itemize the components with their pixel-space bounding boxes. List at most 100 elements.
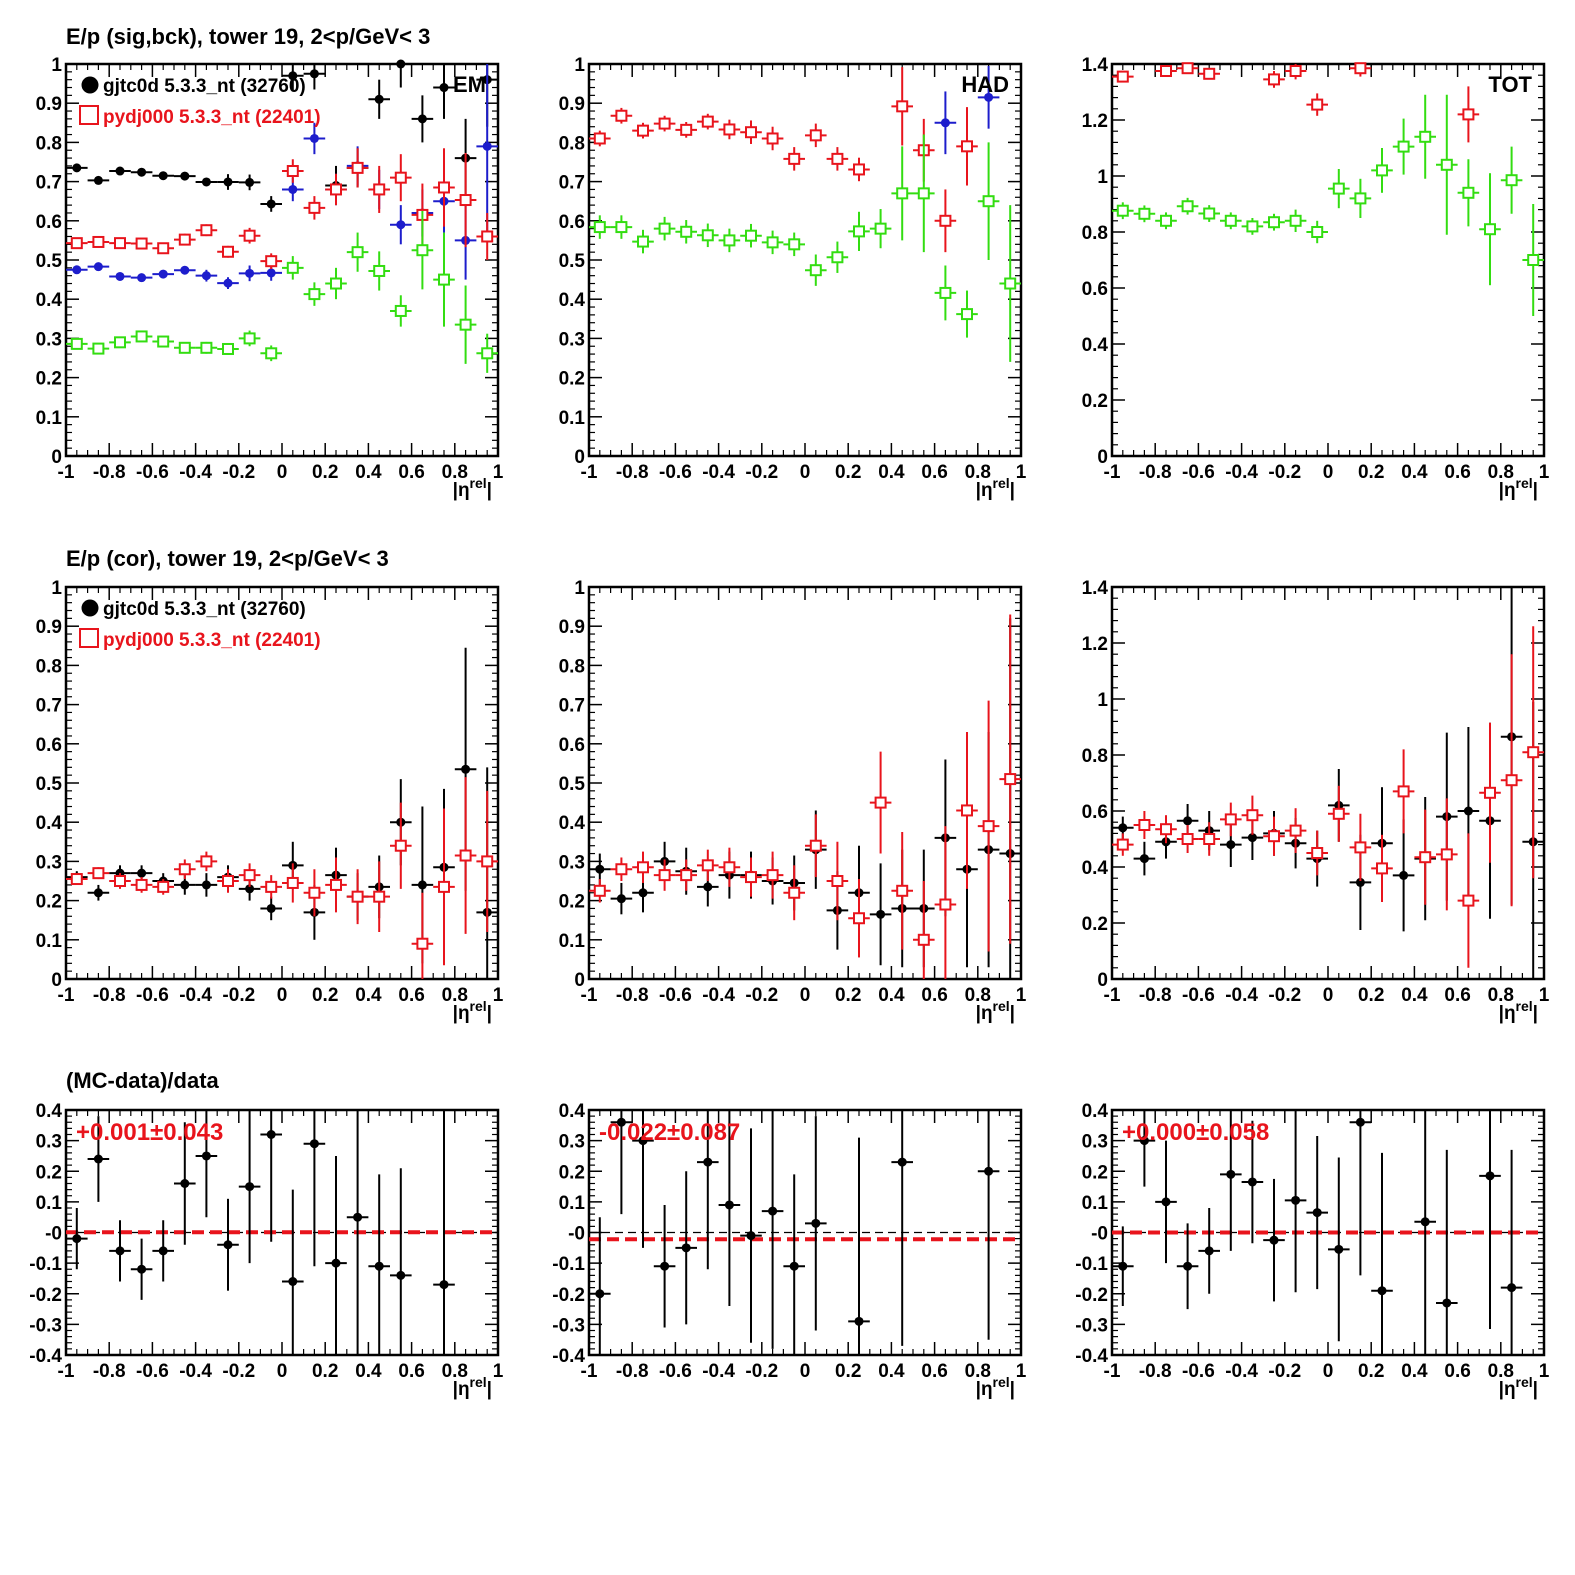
data-point [718,847,741,887]
x-tick-label: -0.8 [1139,985,1172,1006]
x-tick-label: -0.4 [1225,462,1258,483]
data-point [653,216,676,241]
data-point [805,814,827,878]
data-point [174,233,196,246]
open-marker [723,861,736,874]
y-tick-label: 0.2 [559,369,585,390]
y-tick-label: 0 [574,970,585,991]
data-point [1220,802,1242,837]
filled-marker [72,163,82,173]
filled-marker [1507,1283,1517,1293]
x-tick-label: 1 [493,462,504,483]
open-marker [615,109,628,122]
open-marker [961,140,973,153]
open-marker [394,171,407,184]
data-point [1263,71,1285,88]
data-point [805,254,827,286]
data-point [1263,816,1285,856]
filled-marker [1334,1244,1344,1254]
x-axis-label: |ηrel| [453,998,492,1024]
data-point [454,285,477,364]
filled-marker [115,166,125,176]
open-marker [70,337,83,350]
open-marker [438,273,450,286]
x-tick-label: 0.2 [1358,1361,1384,1382]
x-tick-label: 0 [277,1361,288,1382]
x-axis-label: |ηrel| [1499,475,1538,501]
data-point [977,1110,1000,1340]
open-marker [1354,62,1367,75]
y-tick-label: 0.7 [559,173,585,194]
data-point [195,269,218,282]
data-point [761,1110,784,1349]
x-tick-label: 0.8 [965,1361,991,1382]
data-point [195,341,218,354]
x-tick-label: 0.4 [878,1361,905,1382]
filled-marker [201,177,211,187]
filled-marker [353,1212,363,1222]
x-tick-label: -0.8 [1139,1361,1172,1382]
data-point [1392,819,1415,932]
data-point [1306,93,1328,116]
x-axis-label: |ηrel| [453,1374,492,1400]
series-green [66,211,498,373]
y-tick-label: 0.9 [36,617,62,638]
row-title-middle: E/p (cor), tower 19, 2<p/GeV< 3 [66,546,389,571]
data-point [1328,1157,1350,1342]
y-tick-label: 0.3 [36,329,62,350]
filled-marker [1247,833,1257,843]
open-marker [438,181,450,194]
data-point [977,65,1000,129]
data-point [718,1110,741,1306]
y-tick-label: 0.4 [36,1101,63,1122]
filled-marker [331,1258,341,1268]
filled-marker [223,177,233,187]
data-point [368,79,390,119]
y-tick-label: 1.4 [1082,578,1109,599]
data-point [303,122,326,155]
y-tick-label: 0.7 [559,696,585,717]
data-point [174,859,196,880]
data-point [174,341,196,354]
data-point [1371,1152,1393,1355]
filled-marker [703,1157,713,1167]
filled-marker [461,764,471,774]
data-point [476,212,498,260]
filled-marker [1183,1261,1193,1271]
open-marker [615,863,628,876]
open-marker [416,937,429,950]
open-marker [1462,894,1475,907]
open-marker [286,876,299,889]
open-marker [459,849,472,862]
data-point [238,174,261,191]
open-marker [1160,65,1172,77]
open-marker [1354,192,1367,205]
filled-marker [158,269,168,279]
open-marker [373,264,386,277]
y-tick-label: 0 [51,447,62,468]
data-point [260,1110,282,1242]
data-point [433,808,455,966]
y-tick-label: 0.8 [1082,746,1108,767]
filled-marker [72,1234,82,1244]
x-tick-label: -0.6 [136,985,169,1006]
x-axis-label: |ηrel| [976,998,1015,1024]
legend-data-marker [81,599,99,617]
data-point [195,851,218,872]
data-point [87,175,110,185]
y-tick-label: -0.4 [29,1346,62,1367]
filled-marker [681,1243,691,1253]
data-point [390,295,412,327]
filled-marker [1442,1298,1452,1308]
data-point [390,205,412,245]
data-point [130,1238,153,1300]
open-marker [1440,158,1453,171]
data-point [1263,1178,1285,1302]
filled-marker [638,888,648,898]
data-point [1198,1208,1220,1294]
open-marker [92,235,105,248]
x-tick-label: 0.8 [1488,462,1514,483]
open-marker [874,796,887,809]
data-point [934,91,957,155]
